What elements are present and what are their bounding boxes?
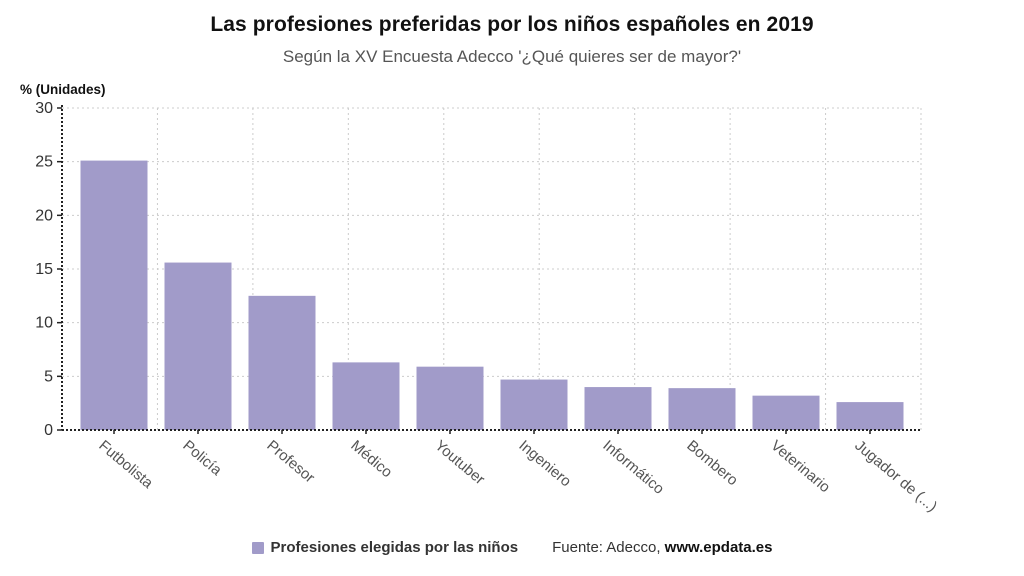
bar-futbolista[interactable]	[80, 160, 148, 431]
y-tick-label: 0	[44, 422, 53, 439]
category-label: Ingeniero	[515, 437, 574, 490]
source-line: Fuente: Adecco, www.epdata.es	[552, 539, 772, 556]
category-label: Jugador de (...)	[851, 437, 940, 515]
bar-bombero[interactable]	[668, 388, 736, 430]
category-label: Futbolista	[95, 437, 156, 492]
y-tick-label: 25	[35, 154, 53, 171]
y-tick-label: 20	[35, 207, 53, 224]
y-tick-label: 30	[35, 100, 53, 117]
legend-label: Profesiones elegidas por las niños	[270, 539, 519, 556]
y-tick-label: 15	[35, 261, 53, 278]
chart-title: Las profesiones preferidas por los niños…	[210, 13, 814, 36]
bar-polic-a[interactable]	[164, 262, 232, 430]
bar-youtuber[interactable]	[416, 366, 484, 430]
source-site-link[interactable]: www.epdata.es	[664, 539, 773, 556]
category-label: Profesor	[263, 437, 317, 486]
bar-inform-tico[interactable]	[584, 387, 652, 430]
y-tick-label: 10	[35, 315, 53, 332]
legend-row: Profesiones elegidas por las niños Fuent…	[0, 539, 1024, 556]
source-prefix: Fuente: Adecco,	[552, 539, 665, 556]
legend-item[interactable]: Profesiones elegidas por las niños	[251, 539, 519, 556]
category-label: Policía	[179, 437, 225, 479]
category-label: Bombero	[683, 437, 741, 489]
bar-ingeniero[interactable]	[500, 379, 568, 430]
bar-profesor[interactable]	[248, 295, 316, 430]
category-label: Informático	[599, 437, 667, 498]
category-label: Veterinario	[767, 437, 833, 496]
y-tick-label: 5	[44, 368, 53, 385]
chart-subtitle: Según la XV Encuesta Adecco '¿Qué quiere…	[282, 47, 742, 66]
bar-veterinario[interactable]	[752, 395, 820, 430]
bar-m-dico[interactable]	[332, 362, 400, 430]
category-label: Youtuber	[431, 437, 488, 488]
y-axis-title: % (Unidades)	[20, 82, 106, 97]
legend-swatch-icon	[251, 541, 264, 554]
category-label: Médico	[347, 437, 395, 481]
bar-jugador-de[interactable]	[836, 402, 904, 430]
